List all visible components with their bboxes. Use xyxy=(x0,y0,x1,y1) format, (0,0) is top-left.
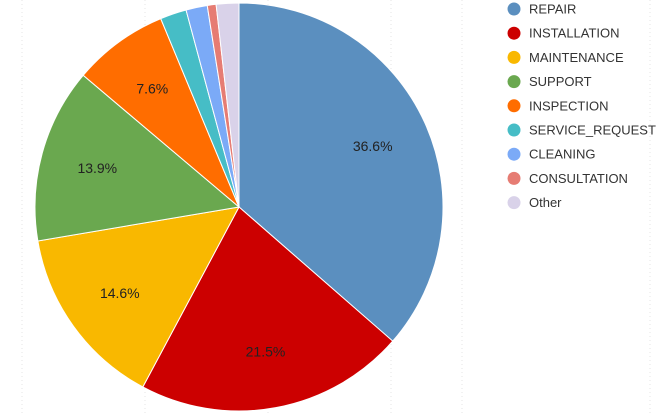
legend-swatch xyxy=(507,147,521,161)
legend-label: SUPPORT xyxy=(529,74,592,89)
pie-slice-labels: 36.6% 21.5% 14.6% 13.9% 7.6% xyxy=(77,80,392,359)
legend-item-service-request[interactable]: SERVICE_REQUEST xyxy=(507,123,656,138)
legend-label: CONSULTATION xyxy=(529,171,628,186)
legend-item-consultation[interactable]: CONSULTATION xyxy=(507,171,628,186)
legend-swatch xyxy=(507,2,521,16)
legend-label: CLEANING xyxy=(529,147,595,162)
slice-value-label: 21.5% xyxy=(246,344,286,360)
legend-item-installation[interactable]: INSTALLATION xyxy=(507,26,620,41)
pie-slice-maintenance[interactable] xyxy=(37,206,240,388)
slice-value-label: 13.9% xyxy=(77,160,117,176)
slice-value-label: 7.6% xyxy=(136,80,168,96)
legend-item-repair[interactable]: REPAIR xyxy=(507,2,577,17)
slice-value-label: 14.6% xyxy=(100,285,140,301)
pie-slice-repair[interactable] xyxy=(238,2,444,342)
legend-swatch xyxy=(507,196,521,210)
legend-label: SERVICE_REQUEST xyxy=(529,123,656,138)
legend-swatch xyxy=(507,171,521,185)
legend-item-cleaning[interactable]: CLEANING xyxy=(507,147,596,162)
legend-label: MAINTENANCE xyxy=(529,50,624,65)
pie-slice-other[interactable] xyxy=(215,2,240,208)
legend-swatch xyxy=(507,123,521,137)
legend-label: INSTALLATION xyxy=(529,26,620,41)
pie-slice-installation[interactable] xyxy=(142,206,394,412)
legend-swatch xyxy=(507,99,521,113)
slice-value-label: 36.6% xyxy=(353,138,393,154)
pie-slices xyxy=(34,2,444,412)
legend-label: Other xyxy=(529,195,562,210)
legend-item-inspection[interactable]: INSPECTION xyxy=(507,98,609,113)
pie-slice-support[interactable] xyxy=(34,74,241,242)
legend: REPAIR INSTALLATION MAINTENANCE SUPPORT INSP… xyxy=(507,2,656,210)
legend-item-maintenance[interactable]: MAINTENANCE xyxy=(507,50,624,65)
legend-swatch xyxy=(507,26,521,40)
legend-label: INSPECTION xyxy=(529,98,608,113)
pie-slice-inspection[interactable] xyxy=(82,17,240,208)
legend-item-support[interactable]: SUPPORT xyxy=(507,74,592,89)
legend-swatch xyxy=(507,50,521,64)
legend-swatch xyxy=(507,75,521,89)
legend-label: REPAIR xyxy=(529,2,576,17)
legend-item-other[interactable]: Other xyxy=(507,195,563,210)
